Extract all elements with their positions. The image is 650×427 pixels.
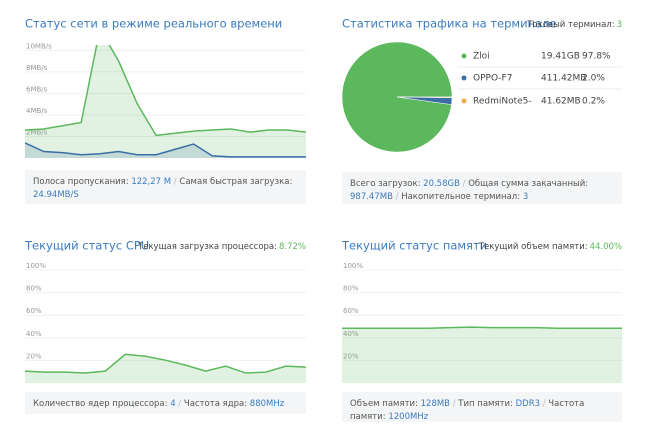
headline-value: 8.72% bbox=[279, 242, 306, 252]
plot-area bbox=[342, 270, 622, 383]
footer: Количество ядер процессора: 4Частота ядр… bbox=[25, 392, 306, 414]
legend-dot bbox=[461, 53, 467, 59]
footer-item: Частота ядра: 880MHz bbox=[176, 399, 285, 409]
footer-item: Всего загрузок: 20.58GB bbox=[350, 179, 460, 189]
y-tick-label: 40% bbox=[26, 330, 42, 338]
footer-value: 128MB bbox=[420, 399, 451, 409]
headline: Текущая загрузка процессора: 8.72% bbox=[137, 242, 306, 252]
series bbox=[25, 142, 306, 158]
legend-amount: 19.41GB bbox=[541, 52, 580, 62]
footer-value: 20.58GB bbox=[423, 179, 460, 189]
footer-value: 880MHz bbox=[249, 399, 285, 409]
line bbox=[24, 353, 307, 374]
headline-label: Текущий объем памяти: bbox=[478, 242, 588, 252]
footer-value: 122,27 M bbox=[131, 177, 172, 187]
series bbox=[342, 326, 622, 383]
footer-value: 1200MHz bbox=[388, 412, 429, 422]
area-fill bbox=[25, 354, 306, 383]
footer-value: 4 bbox=[170, 399, 176, 409]
y-tick-label: 20% bbox=[26, 352, 42, 360]
footer-item: Объем памяти: 128MB bbox=[350, 399, 450, 409]
legend-name: Zloi bbox=[473, 52, 490, 62]
panel-title: Статус сети в режиме реального времени bbox=[25, 17, 282, 31]
legend-percent: 97.8% bbox=[582, 52, 611, 62]
footer-value: 987.47MB bbox=[350, 192, 393, 202]
footer: Объем памяти: 128MBТип памяти: DDR3Часто… bbox=[342, 392, 622, 422]
legend-dot bbox=[461, 98, 467, 104]
y-tick-label: 100% bbox=[343, 262, 363, 270]
footer-label: Общая сумма закачанный: bbox=[468, 179, 589, 189]
footer-item: Тип памяти: DDR3 bbox=[450, 399, 540, 409]
footer-label: Накопительное терминал: bbox=[401, 192, 521, 202]
y-tick-label: 100% bbox=[26, 262, 46, 270]
legend-dot bbox=[461, 75, 467, 81]
y-tick-label: 10MB/s bbox=[26, 42, 52, 50]
footer-label: Всего загрузок: bbox=[350, 179, 421, 189]
legend-amount: 41.62MB bbox=[541, 97, 581, 107]
footer-label: Самая быстрая загрузка: bbox=[179, 177, 293, 187]
line bbox=[25, 142, 306, 158]
footer-label: Объем памяти: bbox=[350, 399, 418, 409]
panel-title: Статистика трафика на терминале bbox=[342, 17, 557, 31]
y-tick-label: 80% bbox=[26, 285, 42, 293]
plot-area bbox=[25, 45, 306, 158]
y-tick-label: 8MB/s bbox=[26, 64, 48, 72]
footer-value: DDR3 bbox=[515, 399, 541, 409]
series bbox=[24, 353, 307, 383]
footer-item: Количество ядер процессора: 4 bbox=[33, 399, 176, 409]
y-tick-label: 6MB/s bbox=[26, 85, 48, 93]
y-tick-label: 4MB/s bbox=[26, 107, 48, 115]
footer-item: Накопительное терминал: 3 bbox=[393, 192, 528, 202]
legend-percent: 0.2% bbox=[582, 97, 605, 107]
footer: Полоса пропускания: 122,27 M Самая быстра… bbox=[25, 170, 306, 204]
legend-amount: 411.42MB bbox=[541, 74, 586, 84]
pie-slice bbox=[396, 96, 453, 98]
headline-value: 44.00% bbox=[590, 242, 622, 252]
area-fill bbox=[342, 327, 622, 383]
headline-label: Токовый терминал: bbox=[526, 20, 614, 30]
footer-label: Частота памяти: bbox=[350, 399, 585, 422]
line bbox=[342, 326, 622, 329]
y-tick-label: 20% bbox=[343, 352, 359, 360]
headline: Токовый терминал: 3 bbox=[526, 20, 622, 30]
footer-label: Количество ядер процессора: bbox=[33, 399, 168, 409]
y-tick-label: 40% bbox=[343, 330, 359, 338]
panel-title: Текущий статус CPU bbox=[24, 239, 149, 253]
panel-title: Текущий статус памяти bbox=[341, 239, 487, 253]
legend-percent: 2.0% bbox=[582, 74, 605, 84]
y-tick-label: 2MB/s bbox=[26, 128, 48, 136]
series bbox=[25, 45, 306, 158]
plot-area bbox=[25, 270, 306, 383]
footer-value: 3 bbox=[522, 192, 529, 202]
headline-label: Текущая загрузка процессора: bbox=[137, 242, 277, 252]
footer-label: Частота ядра: bbox=[183, 399, 248, 409]
footer-label: Тип памяти: bbox=[458, 399, 513, 409]
y-tick-label: 60% bbox=[26, 307, 42, 315]
line bbox=[25, 45, 306, 137]
headline-value: 3 bbox=[617, 20, 622, 30]
y-tick-label: 80% bbox=[343, 285, 359, 293]
y-tick-label: 60% bbox=[343, 307, 359, 315]
legend-name: RedmiNote5- bbox=[473, 97, 532, 107]
footer-item: Полоса пропускания: 122,27 M bbox=[33, 177, 171, 187]
legend-name: OPPO-F7 bbox=[473, 74, 512, 84]
footer-value: 24.94MB/S bbox=[33, 190, 79, 200]
footer: Всего загрузок: 20.58GB Общая сумма закач… bbox=[342, 172, 622, 204]
footer-label: Полоса пропускания: bbox=[33, 177, 129, 187]
headline: Текущий объем памяти: 44.00% bbox=[478, 242, 622, 252]
